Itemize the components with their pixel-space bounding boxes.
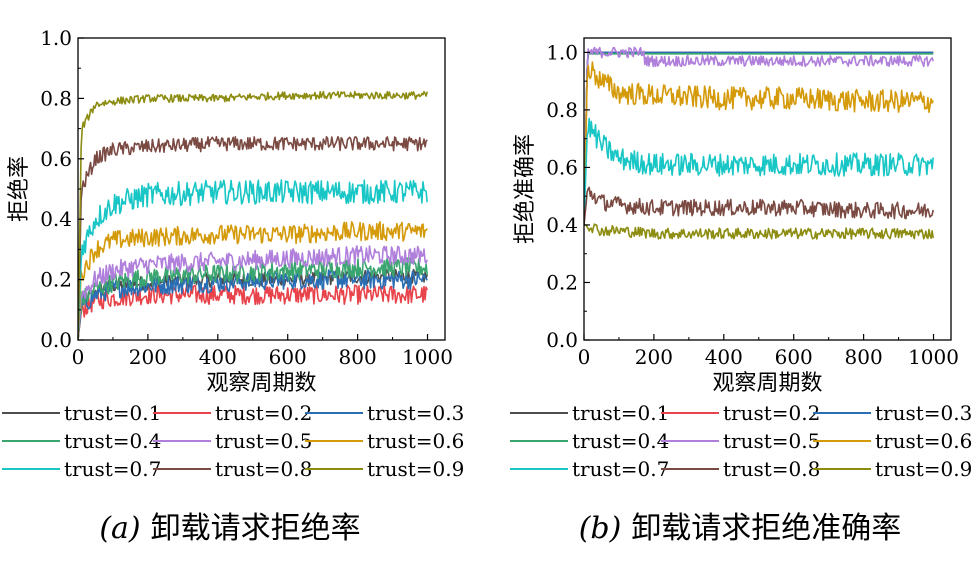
legend-label: trust=0.7: [64, 457, 161, 481]
y-axis-label: 拒绝准确率: [513, 134, 538, 244]
legend-label: trust=0.6: [875, 429, 972, 453]
series-line-trust-0.2: [584, 51, 934, 226]
x-axis-label: 观察周期数: [712, 371, 822, 396]
x-tick-label: 400: [705, 345, 743, 369]
x-tick-label: 1000: [402, 345, 453, 369]
legend-label: trust=0.5: [215, 429, 312, 453]
legend-label: trust=0.1: [64, 401, 161, 425]
series-line-trust-0.7: [78, 179, 428, 340]
legend: trust=0.1 trust=0.2 trust=0.3 trust=0.4 trus…: [2, 401, 464, 481]
series-lines: [78, 90, 428, 340]
x-tick-label: 200: [635, 345, 673, 369]
legend-label: trust=0.3: [875, 401, 972, 425]
caption-text: 卸载请求拒绝准确率: [631, 511, 901, 546]
y-tick-label: 0.0: [40, 328, 72, 352]
plot-frame: [583, 37, 952, 341]
x-tick-label: 0: [578, 345, 591, 369]
caption-text: 卸载请求拒绝率: [151, 511, 361, 546]
legend-label: trust=0.7: [572, 457, 669, 481]
y-axis-label: 拒绝率: [7, 156, 32, 222]
y-tick-label: 0.8: [40, 86, 72, 110]
y-tick-label: 0.6: [546, 155, 578, 179]
series-line-trust-0.1: [584, 51, 934, 226]
legend-label: trust=0.2: [723, 401, 820, 425]
caption-prefix: (a): [99, 511, 140, 546]
y-tick-label: 0.6: [40, 147, 72, 171]
x-tick-label: 0: [72, 345, 85, 369]
legend-label: trust=0.5: [723, 429, 820, 453]
x-tick-label: 600: [775, 345, 813, 369]
series-line-trust-0.8: [584, 186, 934, 226]
x-tick-label: 1000: [908, 345, 959, 369]
series-line-trust-0.8: [78, 135, 428, 340]
y-tick-label: 0.4: [546, 213, 578, 237]
caption: (a) 卸载请求拒绝率: [99, 511, 360, 546]
legend-label: trust=0.4: [572, 429, 669, 453]
y-tick-label: 0.0: [546, 328, 578, 352]
legend-label: trust=0.8: [215, 457, 312, 481]
y-tick-label: 1.0: [546, 40, 578, 64]
series-line-trust-0.2: [78, 284, 428, 340]
caption: (b) 卸载请求拒绝准确率: [579, 511, 902, 546]
series-lines: [584, 46, 934, 240]
legend-label: trust=0.4: [64, 429, 161, 453]
legend-label: trust=0.2: [215, 401, 312, 425]
legend: trust=0.1 trust=0.2 trust=0.3 trust=0.4 trus…: [510, 401, 972, 481]
legend-label: trust=0.3: [367, 401, 464, 425]
legend-label: trust=0.1: [572, 401, 669, 425]
series-line-trust-0.5: [584, 46, 934, 226]
y-tick-label: 1.0: [40, 26, 72, 50]
x-tick-label: 400: [199, 345, 237, 369]
legend-label: trust=0.9: [367, 457, 464, 481]
series-line-trust-0.6: [584, 61, 934, 226]
y-tick-label: 0.4: [40, 207, 72, 231]
series-line-trust-0.3: [584, 51, 934, 226]
x-axis-label: 观察周期数: [206, 371, 316, 396]
series-line-trust-0.9: [584, 223, 934, 240]
y-tick-label: 0.2: [546, 270, 578, 294]
series-line-trust-0.7: [584, 117, 934, 226]
chart-a: 0 200 400 600 800 1000 0.0 0.2 0.4 0.6 0.8 1.0 观察周期数…: [2, 26, 464, 546]
series-line-trust-0.6: [78, 221, 428, 340]
series-line-trust-0.4: [584, 53, 934, 226]
legend-label: trust=0.6: [367, 429, 464, 453]
x-tick-label: 600: [269, 345, 307, 369]
legend-label: trust=0.9: [875, 457, 972, 481]
series-line-trust-0.9: [78, 90, 428, 340]
legend-label: trust=0.8: [723, 457, 820, 481]
y-tick-label: 0.2: [40, 268, 72, 292]
x-tick-label: 800: [845, 345, 883, 369]
series-line-trust-0.4: [78, 257, 428, 340]
chart-b: 0 200 400 600 800 1000 0.0 0.2 0.4 0.6 0.8 1.0 观察周期数…: [510, 37, 972, 546]
x-tick-label: 800: [339, 345, 377, 369]
series-line-trust-0.5: [78, 245, 428, 340]
caption-prefix: (b): [579, 511, 622, 546]
x-tick-label: 200: [129, 345, 167, 369]
y-tick-label: 0.8: [546, 98, 578, 122]
